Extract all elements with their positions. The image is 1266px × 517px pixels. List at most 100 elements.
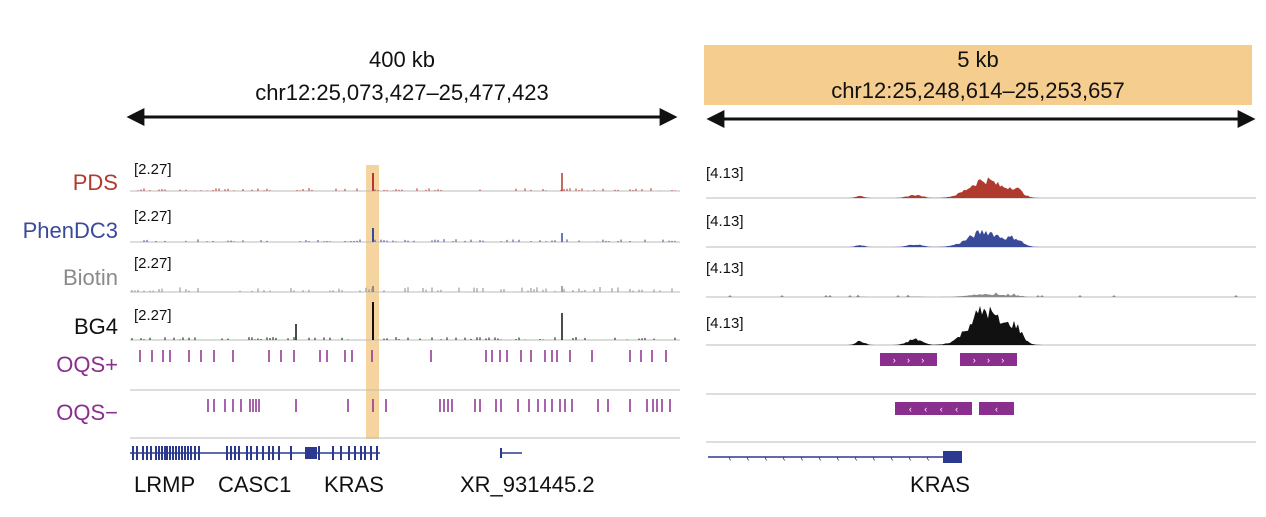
oqs-strand-mark: › bbox=[893, 355, 896, 365]
gene-exon bbox=[158, 446, 160, 460]
gene-exon bbox=[246, 446, 248, 460]
right-signal-area bbox=[706, 177, 1256, 198]
oqs-strand-mark: › bbox=[921, 355, 924, 365]
right-scale-biotin: [4.13] bbox=[706, 260, 744, 277]
gene-label-lrmp: LRMP bbox=[134, 472, 195, 497]
oqs-strand-mark: ‹ bbox=[995, 404, 998, 414]
gene-exon bbox=[166, 446, 168, 460]
gene-exon bbox=[262, 446, 264, 460]
right-gene-model: ‹ ‹ ‹ ‹ ‹ ‹ ‹ ‹ ‹ ‹ ‹ ‹ bbox=[708, 451, 962, 464]
right-signal-area bbox=[706, 292, 1256, 297]
gene-strand-mark: ‹ bbox=[908, 453, 911, 464]
oqs-plus-block bbox=[880, 353, 937, 366]
gene-exon bbox=[348, 446, 350, 460]
gene-exon bbox=[164, 446, 166, 460]
left-width-label: 400 kb bbox=[369, 47, 435, 72]
gene-exon bbox=[370, 446, 372, 460]
oqs-strand-mark: ‹ bbox=[909, 404, 912, 414]
gene-exon bbox=[305, 447, 317, 459]
gene-exon bbox=[364, 446, 366, 460]
oqs-strand-mark: › bbox=[907, 355, 910, 365]
track-label-bg4: BG4 bbox=[74, 314, 118, 339]
right-width-label: 5 kb bbox=[957, 47, 999, 72]
gene-exon bbox=[184, 446, 186, 460]
right-oqs-tracks: › › › › › › ‹ ‹ ‹ ‹ ‹ bbox=[706, 353, 1256, 443]
gene-exon bbox=[132, 446, 134, 460]
gene-exon bbox=[340, 446, 342, 460]
gene-exon bbox=[146, 446, 148, 460]
gene-exon bbox=[238, 446, 240, 460]
gene-label-casc1: CASC1 bbox=[218, 472, 291, 497]
gene-exon bbox=[250, 446, 252, 460]
gene-exon bbox=[150, 446, 152, 460]
gene-exon bbox=[172, 446, 174, 460]
right-signal-area bbox=[706, 229, 1256, 247]
gene-exon bbox=[268, 446, 270, 460]
gene-label-kras-right: KRAS bbox=[910, 472, 970, 497]
oqs-strand-mark: › bbox=[973, 355, 976, 365]
gene-exon bbox=[161, 446, 163, 460]
left-scale-bg4: [2.27] bbox=[134, 307, 172, 324]
right-scale-labels: [4.13] [4.13] [4.13] [4.13] bbox=[706, 165, 744, 332]
gene-exon bbox=[234, 446, 236, 460]
oqs-strand-mark: › bbox=[1001, 355, 1004, 365]
gene-exon bbox=[500, 448, 502, 458]
left-coords: chr12:25,073,427–25,477,423 bbox=[255, 80, 549, 105]
gene-exon bbox=[230, 446, 232, 460]
gene-exon bbox=[943, 451, 962, 463]
right-scale-phendc3: [4.13] bbox=[706, 213, 744, 230]
track-label-oqs-minus: OQS− bbox=[56, 400, 118, 425]
oqs-strand-mark: › bbox=[987, 355, 990, 365]
gene-exon bbox=[198, 446, 200, 460]
gene-exon bbox=[187, 446, 189, 460]
left-signal-tracks bbox=[130, 173, 680, 341]
left-gene-model bbox=[130, 446, 522, 460]
right-panel-header: 5 kb chr12:25,248,614–25,253,657 bbox=[704, 45, 1256, 128]
gene-exon bbox=[256, 446, 258, 460]
right-scale-bg4: [4.13] bbox=[706, 315, 744, 332]
gene-strand-mark: ‹ bbox=[782, 453, 785, 464]
track-label-phendc3: PhenDC3 bbox=[23, 218, 118, 243]
gene-exon bbox=[194, 446, 196, 460]
gene-exon bbox=[169, 446, 171, 460]
gene-strand-mark: ‹ bbox=[800, 453, 803, 464]
left-scale-phendc3: [2.27] bbox=[134, 208, 172, 225]
gene-exon bbox=[376, 446, 378, 460]
gene-strand-mark: ‹ bbox=[836, 453, 839, 464]
right-signal-area bbox=[706, 305, 1256, 345]
gene-strand-mark: ‹ bbox=[890, 453, 893, 464]
gene-strand-mark: ‹ bbox=[764, 453, 767, 464]
track-label-biotin: Biotin bbox=[63, 265, 118, 290]
gene-strand-mark: ‹ bbox=[746, 453, 749, 464]
gene-labels: LRMP CASC1 KRAS XR_931445.2 KRAS bbox=[134, 472, 970, 497]
gene-exon bbox=[178, 446, 180, 460]
gene-exon bbox=[360, 446, 362, 460]
gene-exon bbox=[142, 446, 144, 460]
gene-exon bbox=[332, 446, 334, 460]
left-scale-biotin: [2.27] bbox=[134, 255, 172, 272]
gene-strand-mark: ‹ bbox=[926, 453, 929, 464]
track-labels: PDS PhenDC3 Biotin BG4 OQS+ OQS− bbox=[23, 170, 118, 425]
gene-exon bbox=[272, 446, 274, 460]
gene-exon bbox=[155, 446, 157, 460]
left-scale-pds: [2.27] bbox=[134, 161, 172, 178]
gene-strand-mark: ‹ bbox=[818, 453, 821, 464]
gene-exon bbox=[190, 446, 192, 460]
oqs-minus-block bbox=[895, 402, 972, 415]
gene-exon bbox=[175, 446, 177, 460]
gene-exon bbox=[318, 446, 320, 460]
oqs-minus-block bbox=[979, 402, 1014, 415]
gene-exon bbox=[181, 446, 183, 460]
gene-strand-mark: ‹ bbox=[854, 453, 857, 464]
gene-exon bbox=[278, 446, 280, 460]
track-label-oqs-plus: OQS+ bbox=[56, 352, 118, 377]
gene-strand-mark: ‹ bbox=[728, 453, 731, 464]
oqs-strand-mark: ‹ bbox=[924, 404, 927, 414]
left-scale-labels: [2.27] [2.27] [2.27] [2.27] bbox=[134, 161, 172, 324]
right-header-highlight bbox=[704, 45, 1252, 105]
track-label-pds: PDS bbox=[73, 170, 118, 195]
gene-exon bbox=[136, 446, 138, 460]
left-oqs-tracks bbox=[130, 350, 680, 439]
gene-exon bbox=[290, 446, 292, 460]
